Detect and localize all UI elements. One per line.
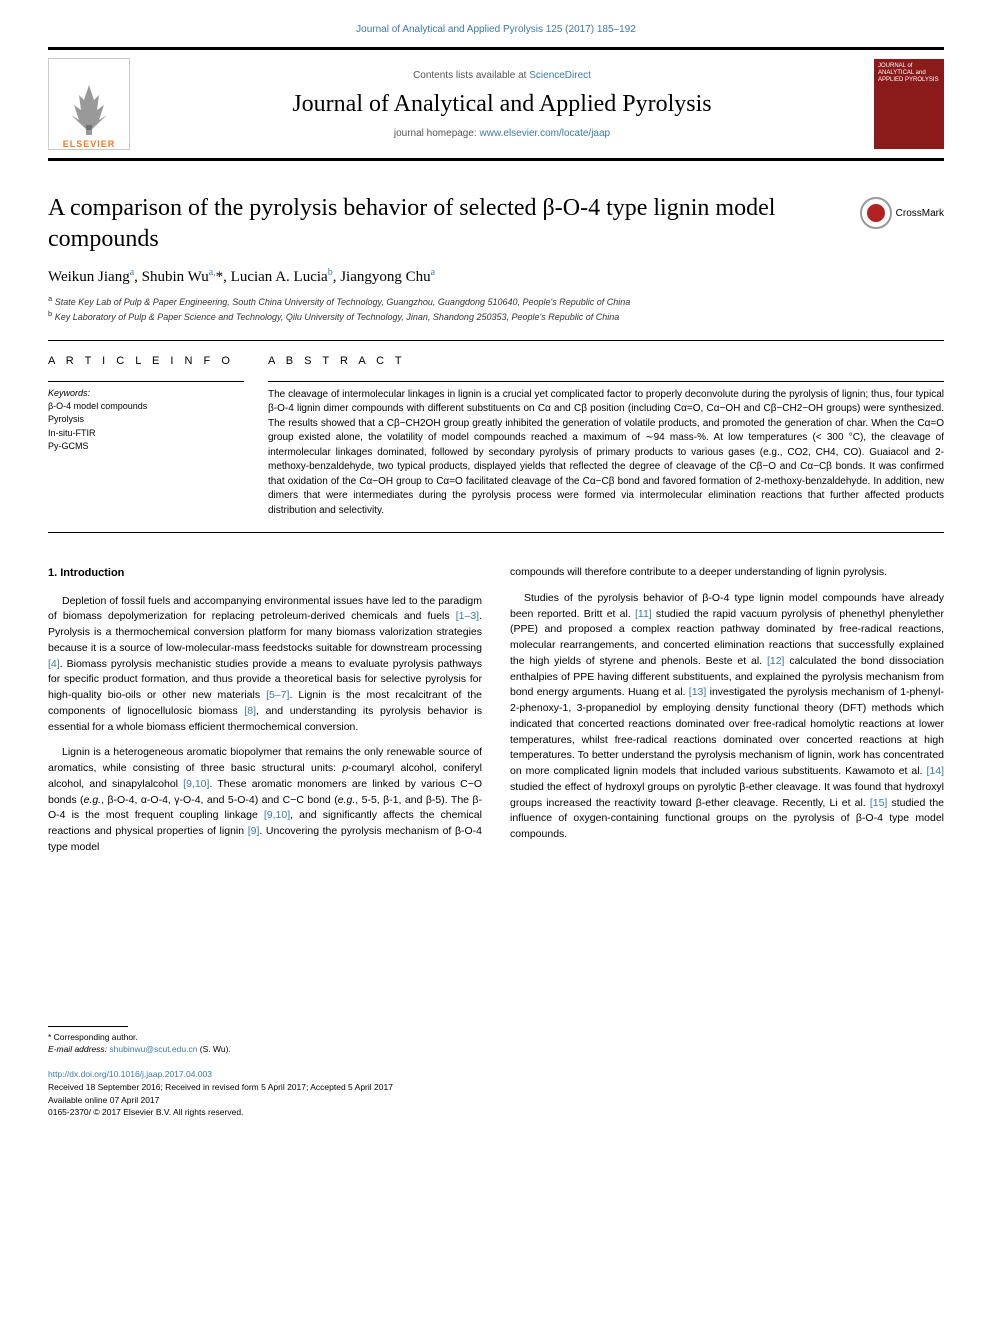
elsevier-wordmark: ELSEVIER (63, 139, 116, 149)
article-info-column: A R T I C L E I N F O Keywords: β-O-4 mo… (48, 355, 268, 519)
author-list: Weikun Jianga, Shubin Wua,*, Lucian A. L… (48, 267, 944, 286)
contents-available: Contents lists available at ScienceDirec… (142, 70, 862, 81)
body-column-right: compounds will therefore contribute to a… (510, 565, 944, 866)
journal-homepage: journal homepage: www.elsevier.com/locat… (142, 128, 862, 139)
journal-name: Journal of Analytical and Applied Pyroly… (142, 91, 862, 118)
elsevier-logo: ELSEVIER (48, 58, 130, 150)
body-column-left: 1. Introduction Depletion of fossil fuel… (48, 565, 482, 866)
crossmark-label: CrossMark (896, 208, 944, 219)
intro-heading: 1. Introduction (48, 565, 482, 582)
rule-bottom (48, 532, 944, 533)
body-two-column: 1. Introduction Depletion of fossil fuel… (48, 565, 944, 866)
rule-top (48, 340, 944, 341)
email-link[interactable]: shubinwu@scut.edu.cn (109, 1044, 197, 1054)
abstract-column: A B S T R A C T The cleavage of intermol… (268, 355, 944, 519)
doi-link[interactable]: http://dx.doi.org/10.1016/j.jaap.2017.04… (48, 1069, 212, 1079)
copyright-line: 0165-2370/ © 2017 Elsevier B.V. All righ… (48, 1106, 944, 1119)
keywords-label: Keywords: (48, 381, 244, 398)
homepage-prefix: journal homepage: (394, 128, 480, 139)
email-label: E-mail address: (48, 1044, 109, 1054)
affiliation-b: Key Laboratory of Pulp & Paper Science a… (55, 312, 620, 322)
email-line: E-mail address: shubinwu@scut.edu.cn (S.… (48, 1043, 944, 1056)
contents-prefix: Contents lists available at (413, 70, 529, 81)
sciencedirect-link[interactable]: ScienceDirect (529, 70, 591, 81)
top-citation: Journal of Analytical and Applied Pyroly… (48, 24, 944, 35)
article-info-heading: A R T I C L E I N F O (48, 355, 244, 367)
journal-header: ELSEVIER Contents lists available at Sci… (48, 47, 944, 161)
email-suffix: (S. Wu). (197, 1044, 230, 1054)
crossmark-icon (860, 197, 892, 229)
journal-cover-thumbnail: JOURNAL of ANALYTICAL and APPLIED PYROLY… (874, 59, 944, 149)
footer: * Corresponding author. E-mail address: … (48, 1026, 944, 1120)
received-dates: Received 18 September 2016; Received in … (48, 1081, 944, 1094)
affiliations: a State Key Lab of Pulp & Paper Engineer… (48, 294, 944, 323)
homepage-link[interactable]: www.elsevier.com/locate/jaap (480, 128, 611, 139)
elsevier-tree-icon (59, 80, 119, 135)
affiliation-a: State Key Lab of Pulp & Paper Engineerin… (55, 297, 631, 307)
keywords-list: β-O-4 model compoundsPyrolysisIn-situ-FT… (48, 400, 244, 454)
available-online: Available online 07 April 2017 (48, 1094, 944, 1107)
crossmark-badge[interactable]: CrossMark (860, 197, 944, 229)
abstract-heading: A B S T R A C T (268, 355, 944, 367)
corresponding-author: * Corresponding author. (48, 1031, 944, 1044)
abstract-text: The cleavage of intermolecular linkages … (268, 381, 944, 519)
article-title: A comparison of the pyrolysis behavior o… (48, 193, 844, 255)
